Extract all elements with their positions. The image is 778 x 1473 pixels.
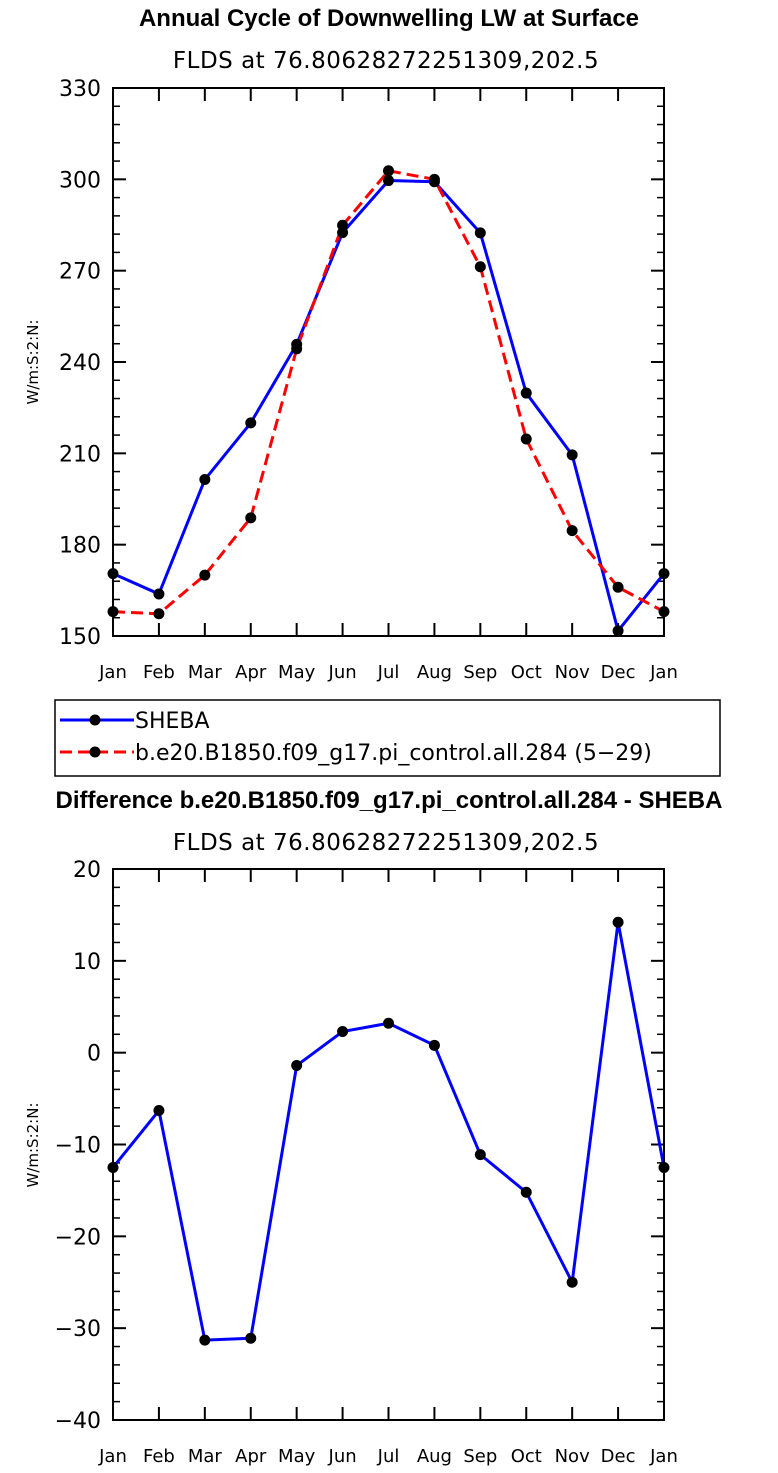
data-point-0-0 xyxy=(383,175,394,187)
difference-chart: Difference b.e20.B1850.f09_g17.pi_contro… xyxy=(24,787,722,1467)
data-point-0-0 xyxy=(474,227,486,239)
y-axis-label-top: W/m:S:2:N: xyxy=(24,320,42,405)
x-tick-label: Dec xyxy=(601,1446,636,1467)
data-point-1-0 xyxy=(153,1105,165,1117)
x-tick-label: Mar xyxy=(188,662,223,683)
x-tick-label: Sep xyxy=(463,662,497,683)
data-point-0-0 xyxy=(612,625,624,637)
y-tick-label: 20 xyxy=(73,858,101,883)
data-point-1-0 xyxy=(566,1276,578,1288)
data-point-0-1 xyxy=(153,608,165,620)
x-tick-label: Feb xyxy=(143,662,175,683)
x-tick-label: Jun xyxy=(328,662,357,683)
x-tick-label: Mar xyxy=(188,1446,223,1467)
x-tick-label: Dec xyxy=(601,662,636,683)
data-point-0-1 xyxy=(337,219,349,231)
y-tick-label: −10 xyxy=(55,1134,101,1159)
data-point-0-1 xyxy=(566,525,578,537)
y-tick-label: 210 xyxy=(59,442,101,467)
x-tick-label: Jan xyxy=(649,1446,678,1467)
y-tick-label: 150 xyxy=(59,625,101,650)
y-tick-label: 10 xyxy=(73,950,101,975)
data-point-0-0 xyxy=(153,588,165,600)
chart-title-bottom: Difference b.e20.B1850.f09_g17.pi_contro… xyxy=(56,787,723,814)
plot-frame-bottom xyxy=(112,868,665,1421)
data-point-0-1 xyxy=(474,261,486,273)
chart-subtitle-top: FLDS at 76.80628272251309,202.5 xyxy=(173,48,599,74)
series-line-0-1 xyxy=(112,169,665,616)
x-tick-label: Aug xyxy=(417,1446,452,1467)
data-point-0-1 xyxy=(428,173,440,185)
x-tick-label: Jun xyxy=(328,1446,357,1467)
y-tick-label: −30 xyxy=(55,1317,101,1342)
top-series xyxy=(107,165,670,637)
data-point-1-0 xyxy=(291,1060,303,1072)
x-tick-label: Nov xyxy=(555,1446,590,1467)
x-tick-label: Oct xyxy=(511,662,542,683)
data-point-0-0 xyxy=(566,449,578,461)
y-tick-label: 300 xyxy=(59,168,101,193)
x-tick-label: Jan xyxy=(649,662,678,683)
legend-box xyxy=(54,699,721,777)
data-point-1-0 xyxy=(383,1017,394,1029)
series-line-1-0 xyxy=(111,920,666,1342)
data-point-1-0 xyxy=(428,1039,440,1051)
x-tick-label: Jul xyxy=(377,662,400,683)
plot-frame-top xyxy=(112,87,665,637)
top-ticks: 150 180 210 240 270 300 330 Jan Feb Mar Apr May Jun J… xyxy=(59,77,678,683)
chart-subtitle-bottom: FLDS at 76.80628272251309,202.5 xyxy=(173,830,599,856)
data-point-1-0 xyxy=(474,1149,486,1161)
data-point-1-0 xyxy=(245,1332,257,1344)
x-tick-label: Nov xyxy=(555,662,590,683)
x-tick-label: Jan xyxy=(98,1446,127,1467)
y-tick-label: 330 xyxy=(59,77,101,102)
bottom-ticks: −40 −30 −20 −10 0 10 20 Jan Feb Mar Apr May Jun Jul Au… xyxy=(55,858,678,1467)
y-tick-label: 270 xyxy=(59,260,101,285)
x-tick-label: Jan xyxy=(98,662,127,683)
x-tick-label: Jul xyxy=(377,1446,400,1467)
data-point-0-0 xyxy=(199,474,211,486)
legend-label-sheba: SHEBA xyxy=(135,709,210,734)
chart-title-top: Annual Cycle of Downwelling LW at Surfac… xyxy=(139,5,639,32)
x-tick-label: Feb xyxy=(143,1446,175,1467)
data-point-0-0 xyxy=(520,387,532,399)
data-point-0-1 xyxy=(199,569,211,581)
data-point-0-0 xyxy=(245,417,257,429)
x-tick-label: Sep xyxy=(463,1446,497,1467)
data-point-0-1 xyxy=(245,512,257,524)
x-tick-label: Aug xyxy=(417,662,452,683)
y-tick-label: −20 xyxy=(55,1225,101,1250)
data-point-1-0 xyxy=(199,1334,211,1346)
data-point-1-0 xyxy=(612,916,624,928)
data-point-0-1 xyxy=(291,343,303,355)
legend-marker-model xyxy=(89,746,101,758)
y-axis-label-bottom: W/m:S:2:N: xyxy=(24,1103,42,1188)
data-point-1-0 xyxy=(520,1186,532,1198)
data-point-0-1 xyxy=(612,581,624,593)
x-tick-label: Oct xyxy=(511,1446,542,1467)
annual-cycle-chart: Annual Cycle of Downwelling LW at Surfac… xyxy=(24,5,678,683)
x-tick-label: May xyxy=(278,1446,316,1467)
x-tick-label: Apr xyxy=(235,662,267,683)
y-tick-label: 0 xyxy=(87,1042,101,1067)
legend-label-model: b.e20.B1850.f09_g17.pi_control.all.284 (… xyxy=(135,741,652,766)
x-tick-label: Apr xyxy=(235,1446,267,1467)
bottom-series xyxy=(107,916,670,1346)
y-tick-label: 180 xyxy=(59,534,101,559)
legend-marker-sheba xyxy=(89,714,101,726)
y-tick-label: −40 xyxy=(55,1409,101,1434)
data-point-0-1 xyxy=(520,433,532,445)
y-tick-label: 240 xyxy=(59,351,101,376)
data-point-0-1 xyxy=(383,165,394,177)
x-tick-label: May xyxy=(278,662,316,683)
data-point-1-0 xyxy=(337,1026,349,1038)
legend: SHEBA b.e20.B1850.f09_g17.pi_control.all… xyxy=(54,699,721,777)
series-line-0-0 xyxy=(112,179,666,633)
